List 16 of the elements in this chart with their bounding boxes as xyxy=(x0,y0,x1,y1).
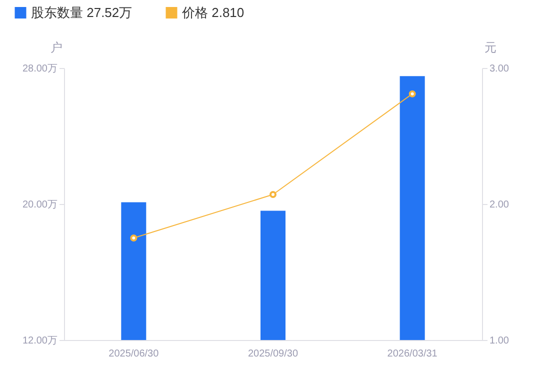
y-tick-label: 20.00万 xyxy=(22,200,58,210)
y2-tick-label: 1.00 xyxy=(490,336,510,346)
x-tick-label: 2026/03/31 xyxy=(387,348,438,360)
y-tick-label: 28.00万 xyxy=(22,64,58,74)
point xyxy=(270,190,276,198)
y-tick-label: 12.00万 xyxy=(22,336,58,346)
point xyxy=(408,90,416,98)
legend-label: 股东数量 27.52万 xyxy=(31,4,132,20)
x-tick-label: 2025/06/30 xyxy=(108,348,160,360)
y2-axis-title: 元 xyxy=(484,40,496,54)
x-tick-label: 2025/09/30 xyxy=(248,348,298,360)
legend-label: 价格 2.810 xyxy=(181,4,244,20)
y-axis-title: 户 xyxy=(50,40,62,54)
point xyxy=(130,234,138,242)
y2-tick-label: 2.00 xyxy=(490,200,510,210)
y2-tick-label: 3.00 xyxy=(490,64,510,74)
